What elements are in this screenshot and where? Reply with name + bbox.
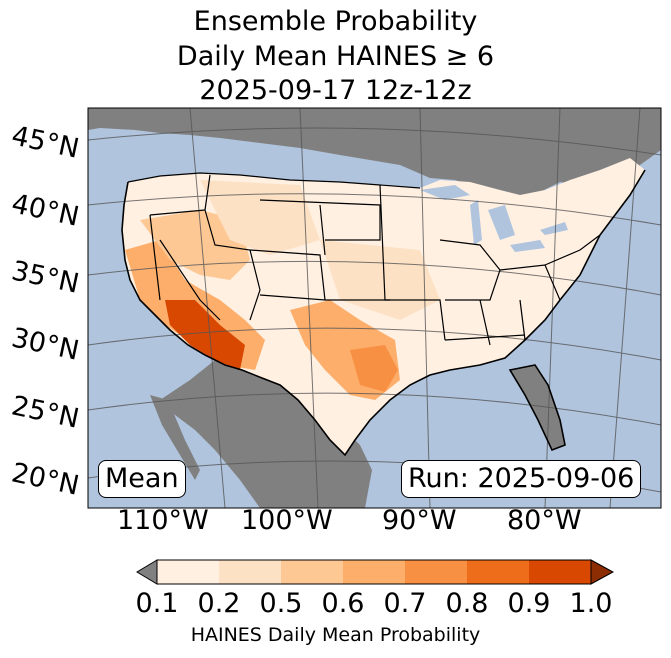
run-label-box: Run: 2025-09-06 <box>401 460 642 498</box>
title-line-3: 2025-09-17 12z-12z <box>199 75 472 106</box>
title-line-1: Ensemble Probability <box>193 6 478 37</box>
probability-area-north <box>200 180 320 255</box>
lon-label-90: 90°W <box>382 505 457 536</box>
colorbar <box>136 559 615 585</box>
great-lakes <box>420 185 568 252</box>
colorbar-tick: 0.5 <box>259 588 303 619</box>
probability-area-texas-high <box>350 345 398 392</box>
colorbar-over-arrow <box>590 559 615 585</box>
colorbar-bin-7 <box>529 560 591 584</box>
canada-land <box>88 108 661 200</box>
colorbar-bin-4 <box>343 560 405 584</box>
title-line-2: Daily Mean HAINES ≥ 6 <box>176 41 495 72</box>
map-area <box>88 108 661 508</box>
colorbar-under-arrow <box>136 559 158 585</box>
colorbar-tick: 0.6 <box>321 588 365 619</box>
colorbar-bin-2 <box>219 560 281 584</box>
colorbar-tick: 0.9 <box>507 588 551 619</box>
probability-area-west-interior <box>140 210 250 280</box>
colorbar-tick: 0.2 <box>197 588 241 619</box>
colorbar-bin-5 <box>405 560 467 584</box>
lon-label-80: 80°W <box>507 505 582 536</box>
baja-land <box>150 395 200 480</box>
colorbar-bin-6 <box>467 560 529 584</box>
colorbar-frame <box>156 559 592 585</box>
coastline <box>121 169 646 457</box>
colorbar-bin-3 <box>281 560 343 584</box>
lon-label-100: 100°W <box>241 505 333 536</box>
colorbar-tick: 1.0 <box>569 588 613 619</box>
probability-area-southwest-high <box>165 300 245 370</box>
colorbar-bin-1 <box>157 560 219 584</box>
stat-label-box: Mean <box>98 460 186 498</box>
colorbar-tick: 0.1 <box>135 588 179 619</box>
colorbar-tick: 0.8 <box>445 588 489 619</box>
lon-label-110: 110°W <box>117 505 209 536</box>
colorbar-tick: 0.7 <box>383 588 427 619</box>
colorbar-label: HAINES Daily Mean Probability <box>190 624 481 646</box>
florida-land <box>510 365 565 450</box>
map-frame <box>87 107 662 509</box>
state-borders <box>127 172 601 346</box>
